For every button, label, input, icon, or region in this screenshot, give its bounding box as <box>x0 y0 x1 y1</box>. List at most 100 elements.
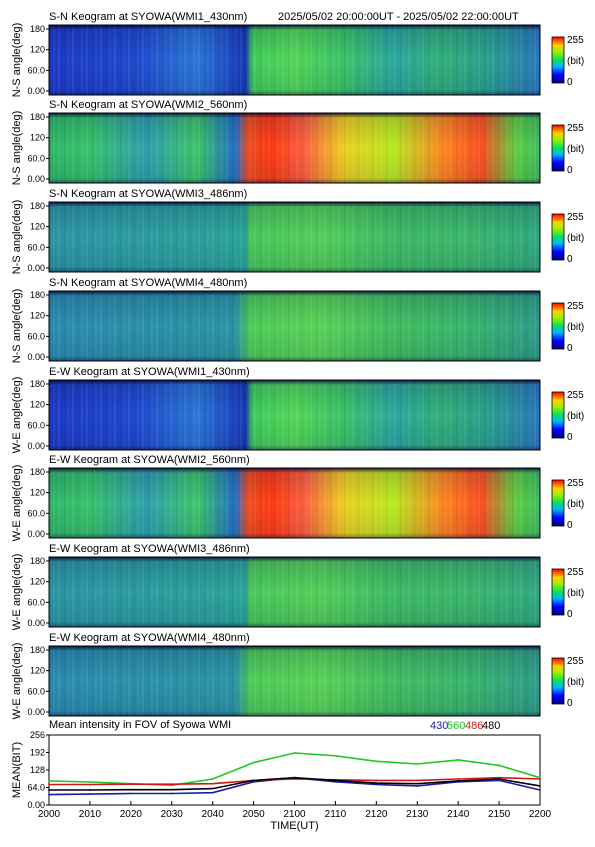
x-tick-label: 2000 <box>38 809 61 820</box>
data-point <box>539 778 541 780</box>
data-point <box>89 793 91 795</box>
y-axis-label: W-E angle(deg) <box>11 465 23 542</box>
data-point <box>252 761 255 764</box>
data-point <box>129 788 132 791</box>
data-point <box>89 789 91 791</box>
x-tick-label: 2200 <box>529 809 552 820</box>
keogram-edge-shade <box>49 646 540 716</box>
x-tick-label: 2040 <box>202 809 225 820</box>
colorbar-min-label: 0 <box>567 432 573 443</box>
y-tick-label: 180 <box>30 112 45 122</box>
data-point <box>48 780 50 782</box>
data-point <box>539 776 541 779</box>
y-tick-label: 120 <box>30 133 45 143</box>
colorbar-max-label: 255 <box>567 390 584 401</box>
data-point <box>211 787 214 790</box>
y-tick-label: 0.00 <box>27 800 45 810</box>
y-tick-label: 64.0 <box>27 783 45 793</box>
keogram-edge-shade <box>49 291 540 361</box>
time-range-header: 2025/05/02 20:00:00UT - 2025/05/02 22:00… <box>278 11 519 23</box>
data-point <box>89 781 91 783</box>
data-point <box>334 780 337 783</box>
keogram-frame <box>48 112 541 184</box>
legend-entry: 486 <box>465 720 483 732</box>
keogram-frame <box>48 379 541 451</box>
data-point <box>539 784 541 787</box>
y-tick-label: 0.00 <box>27 441 45 451</box>
y-tick-label: 0.00 <box>27 352 45 362</box>
colorbar-min-label: 0 <box>567 520 573 531</box>
y-tick-label: 60.0 <box>27 242 45 252</box>
data-point <box>457 780 460 782</box>
y-tick-label: 120 <box>30 488 45 498</box>
data-point <box>211 791 214 794</box>
legend-entry: 480 <box>482 720 500 732</box>
y-tick-label: 60.0 <box>27 65 45 75</box>
colorbar-max-label: 255 <box>567 301 584 312</box>
x-tick-label: 2020 <box>120 809 143 820</box>
keogram-frame <box>48 467 541 539</box>
y-tick-label: 120 <box>30 45 45 55</box>
chart-frame <box>48 734 541 806</box>
colorbar-min-label: 0 <box>567 698 573 709</box>
y-tick-label: 0.00 <box>27 263 45 273</box>
colorbar <box>551 479 565 527</box>
colorbar <box>551 213 565 261</box>
keogram-panel: S-N Keogram at SYOWA(WMI4_480nm) 180 120 60… <box>11 277 584 363</box>
data-point <box>170 788 173 791</box>
colorbar-max-label: 255 <box>567 478 584 489</box>
keogram-panel: E-W Keogram at SYOWA(WMI2_560nm) 180 120 60… <box>11 454 584 541</box>
y-tick-label: 180 <box>30 467 45 477</box>
y-tick-label: 256 <box>30 730 45 740</box>
y-tick-label: 180 <box>30 24 45 34</box>
data-point <box>48 789 50 791</box>
colorbar-unit-label: (bit) <box>567 677 584 688</box>
keogram-panel: E-W Keogram at SYOWA(WMI1_430nm) 180 120 60… <box>11 366 584 453</box>
data-point <box>129 783 132 786</box>
colorbar-max-label: 255 <box>567 567 584 578</box>
x-tick-label: 2150 <box>488 809 511 820</box>
keogram-panel: S-N Keogram at SYOWA(WMI2_560nm) 180 120 60… <box>11 99 584 185</box>
colorbar-min-label: 0 <box>567 77 573 88</box>
data-point <box>334 754 337 757</box>
y-axis-label: N-S angle(deg) <box>11 23 23 98</box>
data-point <box>89 783 91 786</box>
data-point <box>129 792 132 795</box>
keogram-panel: S-N Keogram at SYOWA(WMI3_486nm) 180 120 60… <box>11 188 584 274</box>
y-tick-label: 180 <box>30 556 45 566</box>
colorbar-max-label: 255 <box>567 35 584 46</box>
data-point <box>416 782 419 785</box>
chart-title: Mean intensity in FOV of Syowa WMI <box>49 719 231 731</box>
colorbar-min-label: 0 <box>567 609 573 620</box>
y-tick-label: 180 <box>30 201 45 211</box>
keogram-title: S-N Keogram at SYOWA(WMI4_480nm) <box>49 277 247 289</box>
data-point <box>498 778 500 780</box>
y-tick-label: 120 <box>30 577 45 587</box>
legend-entry: 430 <box>430 720 448 732</box>
data-point <box>170 792 173 795</box>
data-point <box>293 752 296 754</box>
data-point <box>48 783 50 786</box>
y-tick-label: 60.0 <box>27 331 45 341</box>
data-point <box>416 784 419 787</box>
data-point <box>498 779 500 782</box>
data-point <box>211 782 214 785</box>
data-point <box>539 789 541 791</box>
keogram-title: E-W Keogram at SYOWA(WMI1_430nm) <box>49 366 250 378</box>
y-tick-label: 60.0 <box>27 153 45 163</box>
data-point <box>498 776 500 779</box>
colorbar <box>551 568 565 616</box>
y-tick-label: 0.00 <box>27 529 45 539</box>
colorbar-max-label: 255 <box>567 212 584 223</box>
y-tick-label: 60.0 <box>27 686 45 696</box>
x-axis-label: TIME(UT) <box>270 820 318 832</box>
y-tick-label: 128 <box>30 765 45 775</box>
y-tick-label: 0.00 <box>27 618 45 628</box>
y-tick-label: 0.00 <box>27 707 45 717</box>
keogram-title: E-W Keogram at SYOWA(WMI3_486nm) <box>49 543 250 555</box>
colorbar-unit-label: (bit) <box>567 588 584 599</box>
data-point <box>416 763 419 765</box>
data-point <box>498 764 500 767</box>
x-tick-label: 2140 <box>447 809 470 820</box>
